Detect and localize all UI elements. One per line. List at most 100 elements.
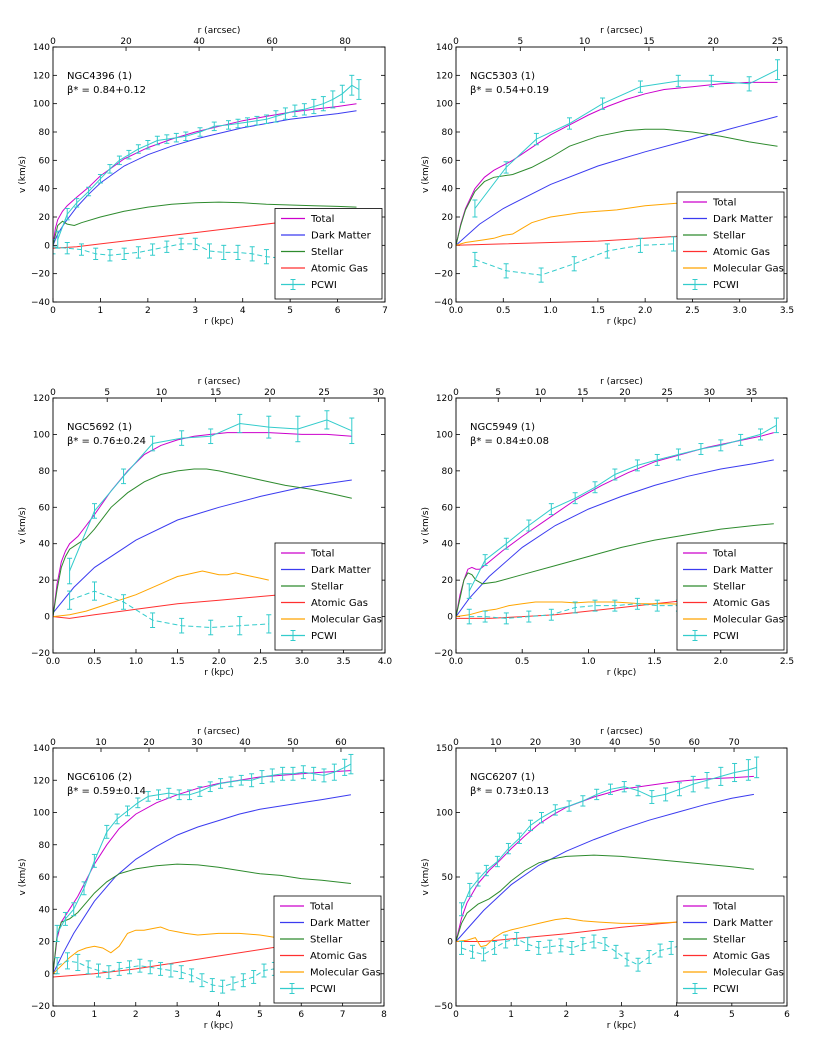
beta-label: β* = 0.73±0.13 xyxy=(470,786,549,797)
series-molecular-gas xyxy=(456,202,684,246)
x-axis-label: r (kpc) xyxy=(607,668,636,678)
y-tick-label: 120 xyxy=(436,394,453,404)
top-tick-label: 30 xyxy=(704,388,716,398)
top-tick-label: 10 xyxy=(535,388,547,398)
y-tick-label: 50 xyxy=(442,873,454,883)
y-tick-label: 120 xyxy=(33,394,50,404)
top-tick-label: 10 xyxy=(490,738,502,748)
legend: Total Dark Matter Stellar Atomic Gas Molecul… xyxy=(676,895,785,1004)
galaxy-label: NGC5303 (1) xyxy=(470,71,535,82)
x-tick-label: 2 xyxy=(133,1010,139,1020)
x-tick-label: 0 xyxy=(50,306,56,316)
y-tick-label: 40 xyxy=(442,185,454,195)
y-tick-label: 20 xyxy=(39,213,51,223)
legend-entry: Stellar xyxy=(310,935,343,946)
x-tick-label: 5 xyxy=(287,306,293,316)
y-axis-label: v (km/s) xyxy=(18,859,28,896)
series-molecular-gas xyxy=(53,926,281,975)
series-molecular-gas xyxy=(456,601,721,618)
x-tick-label: 1.5 xyxy=(647,657,661,667)
beta-label: β* = 0.84±0.08 xyxy=(470,436,549,447)
axes-frame xyxy=(52,747,385,1007)
x-tick-label: 3 xyxy=(192,306,198,316)
y-tick-label: 60 xyxy=(39,873,51,883)
y-tick-label: 0 xyxy=(447,613,453,623)
series-dark-matter xyxy=(456,459,774,617)
top-tick-label: 25 xyxy=(661,388,672,398)
galaxy-label: NGC5949 (1) xyxy=(470,422,535,433)
y-tick-label: −20 xyxy=(31,649,50,659)
top-tick-label: 10 xyxy=(156,388,168,398)
y-tick-label: 40 xyxy=(442,540,454,550)
beta-label: β* = 0.76±0.24 xyxy=(67,436,146,447)
legend: Total Dark Matter Stellar Atomic Gas Molecul… xyxy=(273,895,382,1004)
top-axis-label: r (arcsec) xyxy=(197,727,240,737)
top-axis-label: r (arcsec) xyxy=(198,26,241,36)
y-tick-label: −20 xyxy=(31,1002,50,1012)
top-tick-label: 30 xyxy=(569,738,581,748)
legend-entry: Molecular Gas xyxy=(713,615,784,626)
legend-entry: Stellar xyxy=(311,247,344,258)
top-tick-label: 40 xyxy=(239,738,251,748)
legend-entry: PCWI xyxy=(311,631,337,642)
legend-entry: Total xyxy=(309,902,333,913)
top-axis-label: r (arcsec) xyxy=(600,727,643,737)
y-tick-label: 120 xyxy=(436,71,453,81)
top-tick-label: 40 xyxy=(193,37,205,47)
y-tick-label: 80 xyxy=(39,467,51,477)
top-tick-label: 60 xyxy=(266,37,278,47)
legend-entry: Molecular Gas xyxy=(311,615,382,626)
x-tick-label: 6 xyxy=(335,306,341,316)
x-axis-label: r (kpc) xyxy=(204,317,233,327)
legend-entry: Total xyxy=(712,549,736,560)
x-tick-label: 7 xyxy=(340,1010,346,1020)
top-tick-label: 0 xyxy=(453,37,459,47)
top-tick-label: 20 xyxy=(619,388,631,398)
legend-entry: Total xyxy=(712,902,736,913)
top-tick-label: 40 xyxy=(609,738,621,748)
legend-entry: Dark Matter xyxy=(713,214,774,225)
x-tick-label: 4 xyxy=(674,1010,680,1020)
top-tick-label: 0 xyxy=(453,738,459,748)
top-tick-label: 10 xyxy=(579,37,591,47)
y-tick-label: 40 xyxy=(39,905,51,915)
top-tick-label: 50 xyxy=(287,738,299,748)
top-tick-label: 5 xyxy=(104,388,110,398)
x-tick-label: 5 xyxy=(729,1010,735,1020)
series-stellar xyxy=(53,468,352,617)
x-tick-label: 0.5 xyxy=(87,657,101,667)
x-tick-label: 6 xyxy=(298,1010,304,1020)
legend-entry: Atomic Gas xyxy=(713,598,770,609)
x-tick-label: 2.5 xyxy=(780,657,794,667)
series-stellar xyxy=(456,523,774,617)
y-axis-label: v (km/s) xyxy=(421,507,431,544)
legend-entry: PCWI xyxy=(713,280,739,291)
panel-middle-left: 0.0 0.5 1.0 1.5 2.0 2.5 3.0 3.5 4.0 −20 0 20 40 60 80 1… xyxy=(18,377,392,678)
legend-entry: Dark Matter xyxy=(311,231,372,242)
x-tick-label: 2.5 xyxy=(685,306,699,316)
top-tick-label: 10 xyxy=(95,738,107,748)
x-tick-label: 0.0 xyxy=(449,306,464,316)
legend-entry: Dark Matter xyxy=(310,918,371,929)
legend: Total Dark Matter Stellar Atomic Gas Molecul… xyxy=(274,542,383,651)
x-tick-label: 1.5 xyxy=(591,306,605,316)
top-tick-label: 60 xyxy=(335,738,347,748)
legend-entry: Dark Matter xyxy=(713,918,774,929)
y-tick-label: 20 xyxy=(442,213,454,223)
top-axis-label: r (arcsec) xyxy=(600,26,643,36)
top-tick-label: 15 xyxy=(577,388,588,398)
y-axis-label: v (km/s) xyxy=(421,156,431,193)
y-tick-label: 0 xyxy=(44,241,50,251)
series-pcwi xyxy=(56,763,352,934)
top-tick-label: 20 xyxy=(143,738,155,748)
y-tick-label: 100 xyxy=(436,100,453,110)
x-tick-label: 2.5 xyxy=(253,657,267,667)
x-tick-label: 0 xyxy=(453,1010,459,1020)
y-tick-label: 140 xyxy=(436,43,453,53)
top-tick-label: 80 xyxy=(339,37,351,47)
y-axis-label: v (km/s) xyxy=(18,156,28,193)
series-stellar xyxy=(53,863,351,974)
x-tick-label: 0.0 xyxy=(449,657,464,667)
top-tick-label: 35 xyxy=(746,388,757,398)
x-tick-label: 1.0 xyxy=(543,306,558,316)
